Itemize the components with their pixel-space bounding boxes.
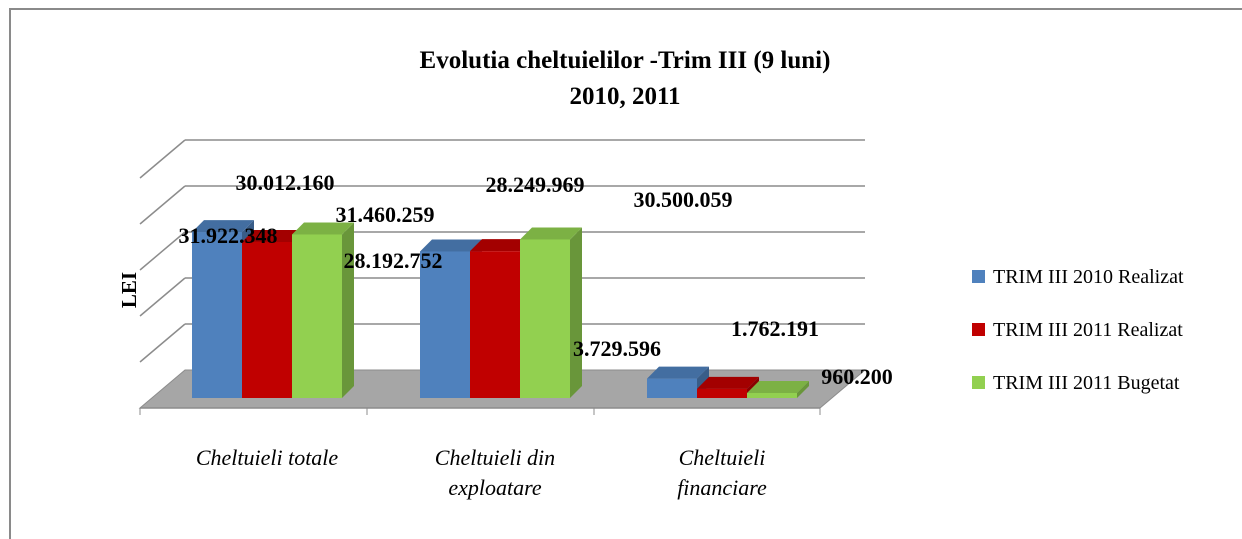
data-label: 1.762.191 [731, 316, 819, 341]
bar [697, 388, 747, 398]
bar-top [647, 366, 709, 379]
bar-side [570, 227, 582, 398]
x-tick-label: Cheltuieli din exploatare [434, 445, 556, 500]
data-label: 28.249.969 [486, 172, 585, 197]
bar [470, 251, 520, 398]
bar-top [747, 381, 809, 394]
data-label: 30.012.160 [236, 170, 335, 195]
bar [242, 241, 292, 398]
x-tick-label: Cheltuieli financiare [677, 445, 767, 500]
bar-side [342, 222, 354, 398]
bar-top [697, 376, 759, 389]
chart-title: Evolutia cheltuielilor -Trim III (9 luni… [420, 47, 831, 74]
data-label: 30.500.059 [634, 187, 733, 212]
grid-line-side [139, 185, 186, 225]
data-label: 3.729.596 [573, 336, 661, 361]
chart-border [9, 8, 1242, 539]
bar-top [292, 222, 354, 235]
grid-line-side [139, 139, 186, 179]
grid-line-side [139, 231, 186, 271]
legend-swatch [972, 323, 985, 336]
chart-subtitle: 2010, 2011 [569, 83, 680, 110]
bar [292, 234, 342, 398]
legend-swatch [972, 270, 985, 283]
bar-side [797, 381, 809, 398]
data-label: 31.922.348 [179, 223, 278, 248]
bar [420, 251, 470, 398]
bar [192, 232, 242, 398]
bar-top [470, 239, 532, 252]
bar-top [242, 229, 304, 242]
legend-label: TRIM III 2011 Realizat [993, 319, 1183, 341]
legend-swatch [972, 376, 985, 389]
data-label: 31.460.259 [336, 202, 435, 227]
bar [520, 239, 570, 398]
x-tick-label: Cheltuieli totale [195, 445, 339, 470]
bar [747, 393, 797, 398]
legend-label: TRIM III 2010 Realizat [993, 266, 1184, 288]
grid-line-side [139, 323, 186, 363]
legend-label: TRIM III 2011 Bugetat [993, 372, 1180, 394]
y-axis-label: LEI [117, 272, 141, 308]
grid-line-side [139, 277, 186, 317]
bar-top [192, 220, 254, 233]
bar-top [520, 227, 582, 240]
bar-top [420, 239, 482, 252]
data-label: 28.192.752 [344, 248, 443, 273]
bar [647, 378, 697, 398]
data-label: 960.200 [821, 364, 893, 389]
